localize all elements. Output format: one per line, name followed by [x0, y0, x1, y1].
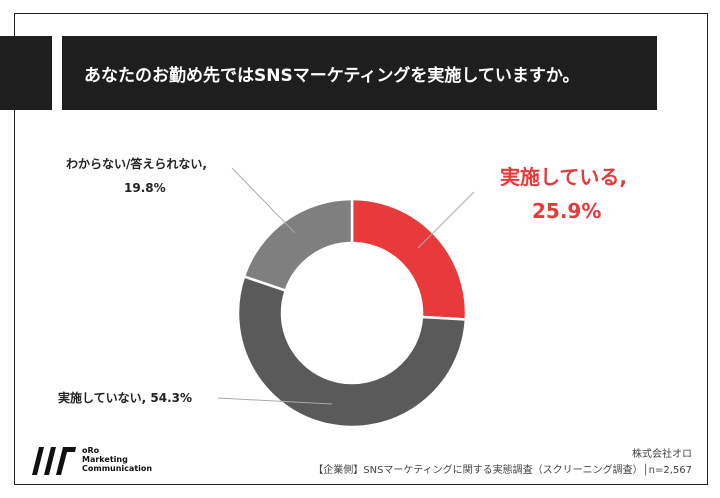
chart-title: あなたのお勤め先ではSNSマーケティングを実施していますか。 — [84, 65, 580, 86]
logo-line-3: Communication — [82, 464, 153, 473]
logo-line-2: Marketing — [82, 455, 128, 464]
label-unknown-name: わからない/答えられない, — [66, 157, 207, 171]
leader-line-no — [217, 397, 333, 405]
slice-no — [236, 274, 468, 429]
company-name: 株式会社オロ — [632, 449, 692, 460]
leader-line-unknown — [231, 167, 296, 234]
label-yes-value: 25.9% — [532, 199, 602, 223]
slice-unknown — [242, 197, 354, 293]
survey-source: 【企業側】SNSマーケティングに関する実態調査（スクリーニング調査）│n=2,5… — [313, 465, 692, 476]
label-unknown-value: 19.8% — [124, 181, 166, 195]
label-yes: 実施している, 25.9% — [500, 160, 627, 228]
title-accent-block — [0, 36, 52, 110]
logo-text: oRo Marketing Communication — [82, 446, 152, 473]
title-banner: あなたのお勤め先ではSNSマーケティングを実施していますか。 — [62, 36, 657, 110]
oro-logo — [32, 447, 76, 475]
label-no: 実施していない, 54.3% — [58, 391, 193, 405]
label-yes-name: 実施している, — [500, 165, 627, 189]
label-unknown: わからない/答えられない, 19.8% — [66, 152, 207, 200]
leader-line-yes — [417, 191, 475, 249]
logo-line-1: oRo — [82, 446, 100, 455]
